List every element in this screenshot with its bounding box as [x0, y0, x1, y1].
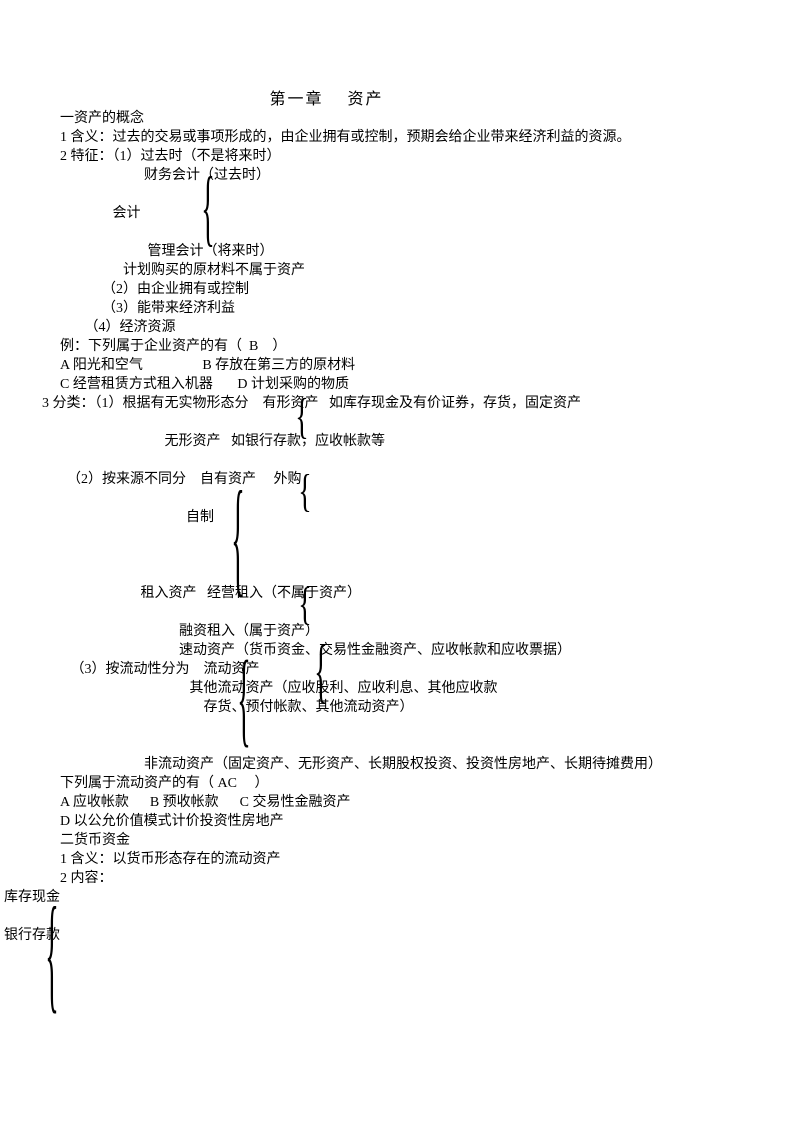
text-line: [60, 413, 733, 432]
text-line: 财务会计（过去时）: [60, 166, 733, 185]
text-line: 银行存款: [4, 926, 733, 945]
text-line: [60, 185, 733, 204]
text-line: [60, 907, 733, 926]
brace-icon: {: [313, 638, 329, 710]
brace-icon: {: [297, 470, 313, 516]
text-line: 计划购买的原材料不属于资产: [60, 261, 733, 280]
brace-icon: {: [200, 168, 216, 254]
document-page: 第一章 资产 一资产的概念1 含义：过去的交易或事项形成的，由企业拥有或控制，预…: [0, 0, 793, 1122]
text-line: （3）能带来经济利益: [60, 299, 733, 318]
text-line: [60, 527, 733, 546]
text-line: 例：下列属于企业资产的有（ B ）: [60, 337, 733, 356]
text-line: [60, 565, 733, 584]
text-line: 融资租入（属于资产）: [60, 622, 733, 641]
text-line: 非流动资产（固定资产、无形资产、长期股权投资、投资性房地产、长期待摊费用）: [60, 755, 733, 774]
text-line: 会计: [60, 204, 733, 223]
text-line: [60, 546, 733, 565]
text-line: A 阳光和空气 B 存放在第三方的原材料: [60, 356, 733, 375]
text-line: 2 特征：（1）过去时（不是将来时）: [60, 147, 733, 166]
text-line: A 应收帐款 B 预收帐款 C 交易性金融资产: [60, 793, 733, 812]
text-line: 速动资产（货币资金、交易性金融资产、应收帐款和应收票据）: [60, 641, 733, 660]
text-line: 3 分类：（1）根据有无实物形态分 有形资产 如库存现金及有价证券，存货，固定资…: [42, 394, 733, 413]
text-line: 存货、预付帐款、其他流动资产）: [60, 698, 733, 717]
brace-icon: {: [294, 393, 310, 443]
text-line: 租入资产 经营租入（不属于资产）: [60, 584, 733, 603]
text-line: [60, 451, 733, 470]
text-line: 1 含义：以货币形态存在的流动资产: [60, 850, 733, 869]
body-text: 一资产的概念1 含义：过去的交易或事项形成的，由企业拥有或控制，预期会给企业带来…: [60, 109, 733, 945]
text-line: [60, 223, 733, 242]
text-line: 1 含义：过去的交易或事项形成的，由企业拥有或控制，预期会给企业带来经济利益的资…: [60, 128, 733, 147]
text-line: 自制: [60, 508, 733, 527]
text-line: 管理会计（将来时）: [60, 242, 733, 261]
text-line: （2）由企业拥有或控制: [60, 280, 733, 299]
page-title: 第一章 资产: [240, 90, 413, 109]
text-line: （3）按流动性分为 流动资产: [60, 660, 733, 679]
text-line: 下列属于流动资产的有（ AC ）: [60, 774, 733, 793]
text-line: （2）按来源不同分 自有资产 外购: [60, 470, 733, 489]
text-line: 2 内容：: [60, 869, 733, 888]
brace-icon: {: [230, 478, 246, 608]
text-line: C 经营租赁方式租入机器 D 计划采购的物质: [60, 375, 733, 394]
text-line: [60, 717, 733, 736]
text-line: （4）经济资源: [60, 318, 733, 337]
text-line: D 以公允价值模式计价投资性房地产: [60, 812, 733, 831]
text-line: [60, 489, 733, 508]
text-line: 二货币资金: [60, 831, 733, 850]
brace-icon: {: [297, 583, 313, 629]
brace-icon: {: [236, 650, 252, 756]
text-line: [60, 603, 733, 622]
text-line: 一资产的概念: [60, 109, 733, 128]
brace-icon: {: [44, 894, 60, 1024]
text-line: 无形资产 如银行存款，应收帐款等: [42, 432, 733, 451]
text-line: 其他流动资产（应收股利、应收利息、其他应收款: [60, 679, 733, 698]
text-line: 库存现金: [4, 888, 733, 907]
text-line: [60, 736, 733, 755]
